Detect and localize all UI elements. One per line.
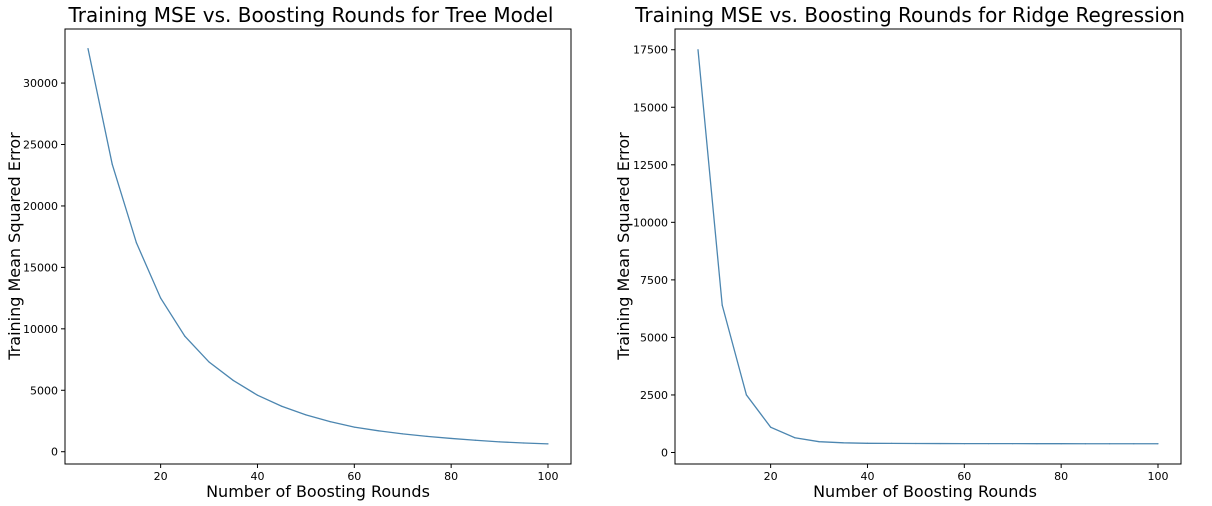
y-tick-group: 0 5000 10000 15000 20000 25000 30000 <box>23 77 65 459</box>
y-tick-group: 0 2500 5000 7500 10000 12500 15000 17500 <box>633 44 675 459</box>
data-point <box>305 414 307 416</box>
chart-title: Training MSE vs. Boosting Rounds for Rid… <box>634 3 1185 27</box>
x-tick-group: 20 40 60 80 100 <box>154 464 559 483</box>
data-point <box>135 242 138 244</box>
data-point <box>963 443 965 445</box>
plot-frame <box>64 28 572 465</box>
data-point <box>547 443 549 445</box>
data-point <box>842 442 844 444</box>
y-tick-label: 5000 <box>640 331 668 344</box>
data-point <box>794 437 796 439</box>
data-point <box>402 433 404 435</box>
data-point <box>426 435 428 437</box>
data-point <box>160 297 162 299</box>
y-tick-label: 30000 <box>23 77 58 90</box>
data-point <box>377 430 380 432</box>
y-tick-label: 15000 <box>23 261 58 274</box>
plot-frame <box>674 28 1182 465</box>
data-point <box>474 439 476 441</box>
data-point <box>818 441 820 443</box>
data-point <box>1133 443 1135 445</box>
chart-title: Training MSE vs. Boosting Rounds for Tre… <box>68 3 554 27</box>
data-point <box>1108 443 1111 445</box>
y-tick-label: 25000 <box>23 139 58 152</box>
y-tick-label: 20000 <box>23 200 58 213</box>
y-tick-label: 2500 <box>640 389 668 402</box>
x-tick-label: 100 <box>1148 470 1169 483</box>
data-point <box>523 442 525 444</box>
chart-tree-model: Training MSE vs. Boosting Rounds for Tre… <box>5 3 572 501</box>
data-point <box>1157 443 1159 445</box>
y-axis-label: Training Mean Squared Error <box>5 132 24 361</box>
x-tick-label: 80 <box>1054 470 1068 483</box>
data-point <box>87 48 89 50</box>
y-tick-label: 0 <box>661 446 668 459</box>
data-point <box>1036 443 1038 445</box>
series-group <box>697 49 1159 445</box>
series-line <box>697 49 1158 445</box>
data-point <box>987 443 990 445</box>
x-tick-label: 60 <box>957 470 971 483</box>
data-point <box>329 421 331 423</box>
y-tick-label: 12500 <box>633 159 668 172</box>
y-tick-label: 15000 <box>633 101 668 114</box>
data-point <box>1084 443 1086 445</box>
data-point <box>498 441 501 443</box>
x-axis-label: Number of Boosting Rounds <box>813 482 1037 501</box>
y-axis-label: Training Mean Squared Error <box>614 132 633 361</box>
y-tick-label: 5000 <box>30 384 58 397</box>
x-tick-label: 100 <box>538 470 559 483</box>
series-group <box>87 48 549 445</box>
y-tick-label: 0 <box>51 446 58 459</box>
x-tick-label: 60 <box>347 470 361 483</box>
x-tick-label: 40 <box>860 470 874 483</box>
data-point <box>745 394 748 396</box>
y-tick-label: 10000 <box>633 216 668 229</box>
data-point <box>1012 443 1014 445</box>
x-tick-label: 40 <box>250 470 264 483</box>
y-tick-label: 7500 <box>640 274 668 287</box>
data-point <box>353 426 355 428</box>
data-point <box>939 442 941 445</box>
data-point <box>1060 443 1062 445</box>
data-point <box>208 361 210 363</box>
data-point <box>770 426 772 428</box>
data-point <box>281 405 283 407</box>
data-point <box>915 442 917 445</box>
data-point <box>111 163 113 165</box>
series-line <box>87 48 549 445</box>
data-point <box>866 442 869 444</box>
y-tick-label: 10000 <box>23 323 58 336</box>
x-tick-label: 20 <box>764 470 778 483</box>
y-tick-label: 17500 <box>633 44 668 57</box>
x-axis-label: Number of Boosting Rounds <box>206 482 430 501</box>
data-point <box>256 394 259 396</box>
data-point <box>184 335 186 337</box>
x-tick-label: 20 <box>154 470 168 483</box>
chart-ridge-regression: Training MSE vs. Boosting Rounds for Rid… <box>614 3 1185 501</box>
data-point <box>450 437 452 440</box>
x-tick-group: 20 40 60 80 100 <box>764 464 1169 483</box>
x-tick-label: 80 <box>444 470 458 483</box>
data-point <box>232 379 234 382</box>
data-point <box>697 49 699 51</box>
data-point <box>721 304 723 306</box>
data-point <box>891 442 893 445</box>
